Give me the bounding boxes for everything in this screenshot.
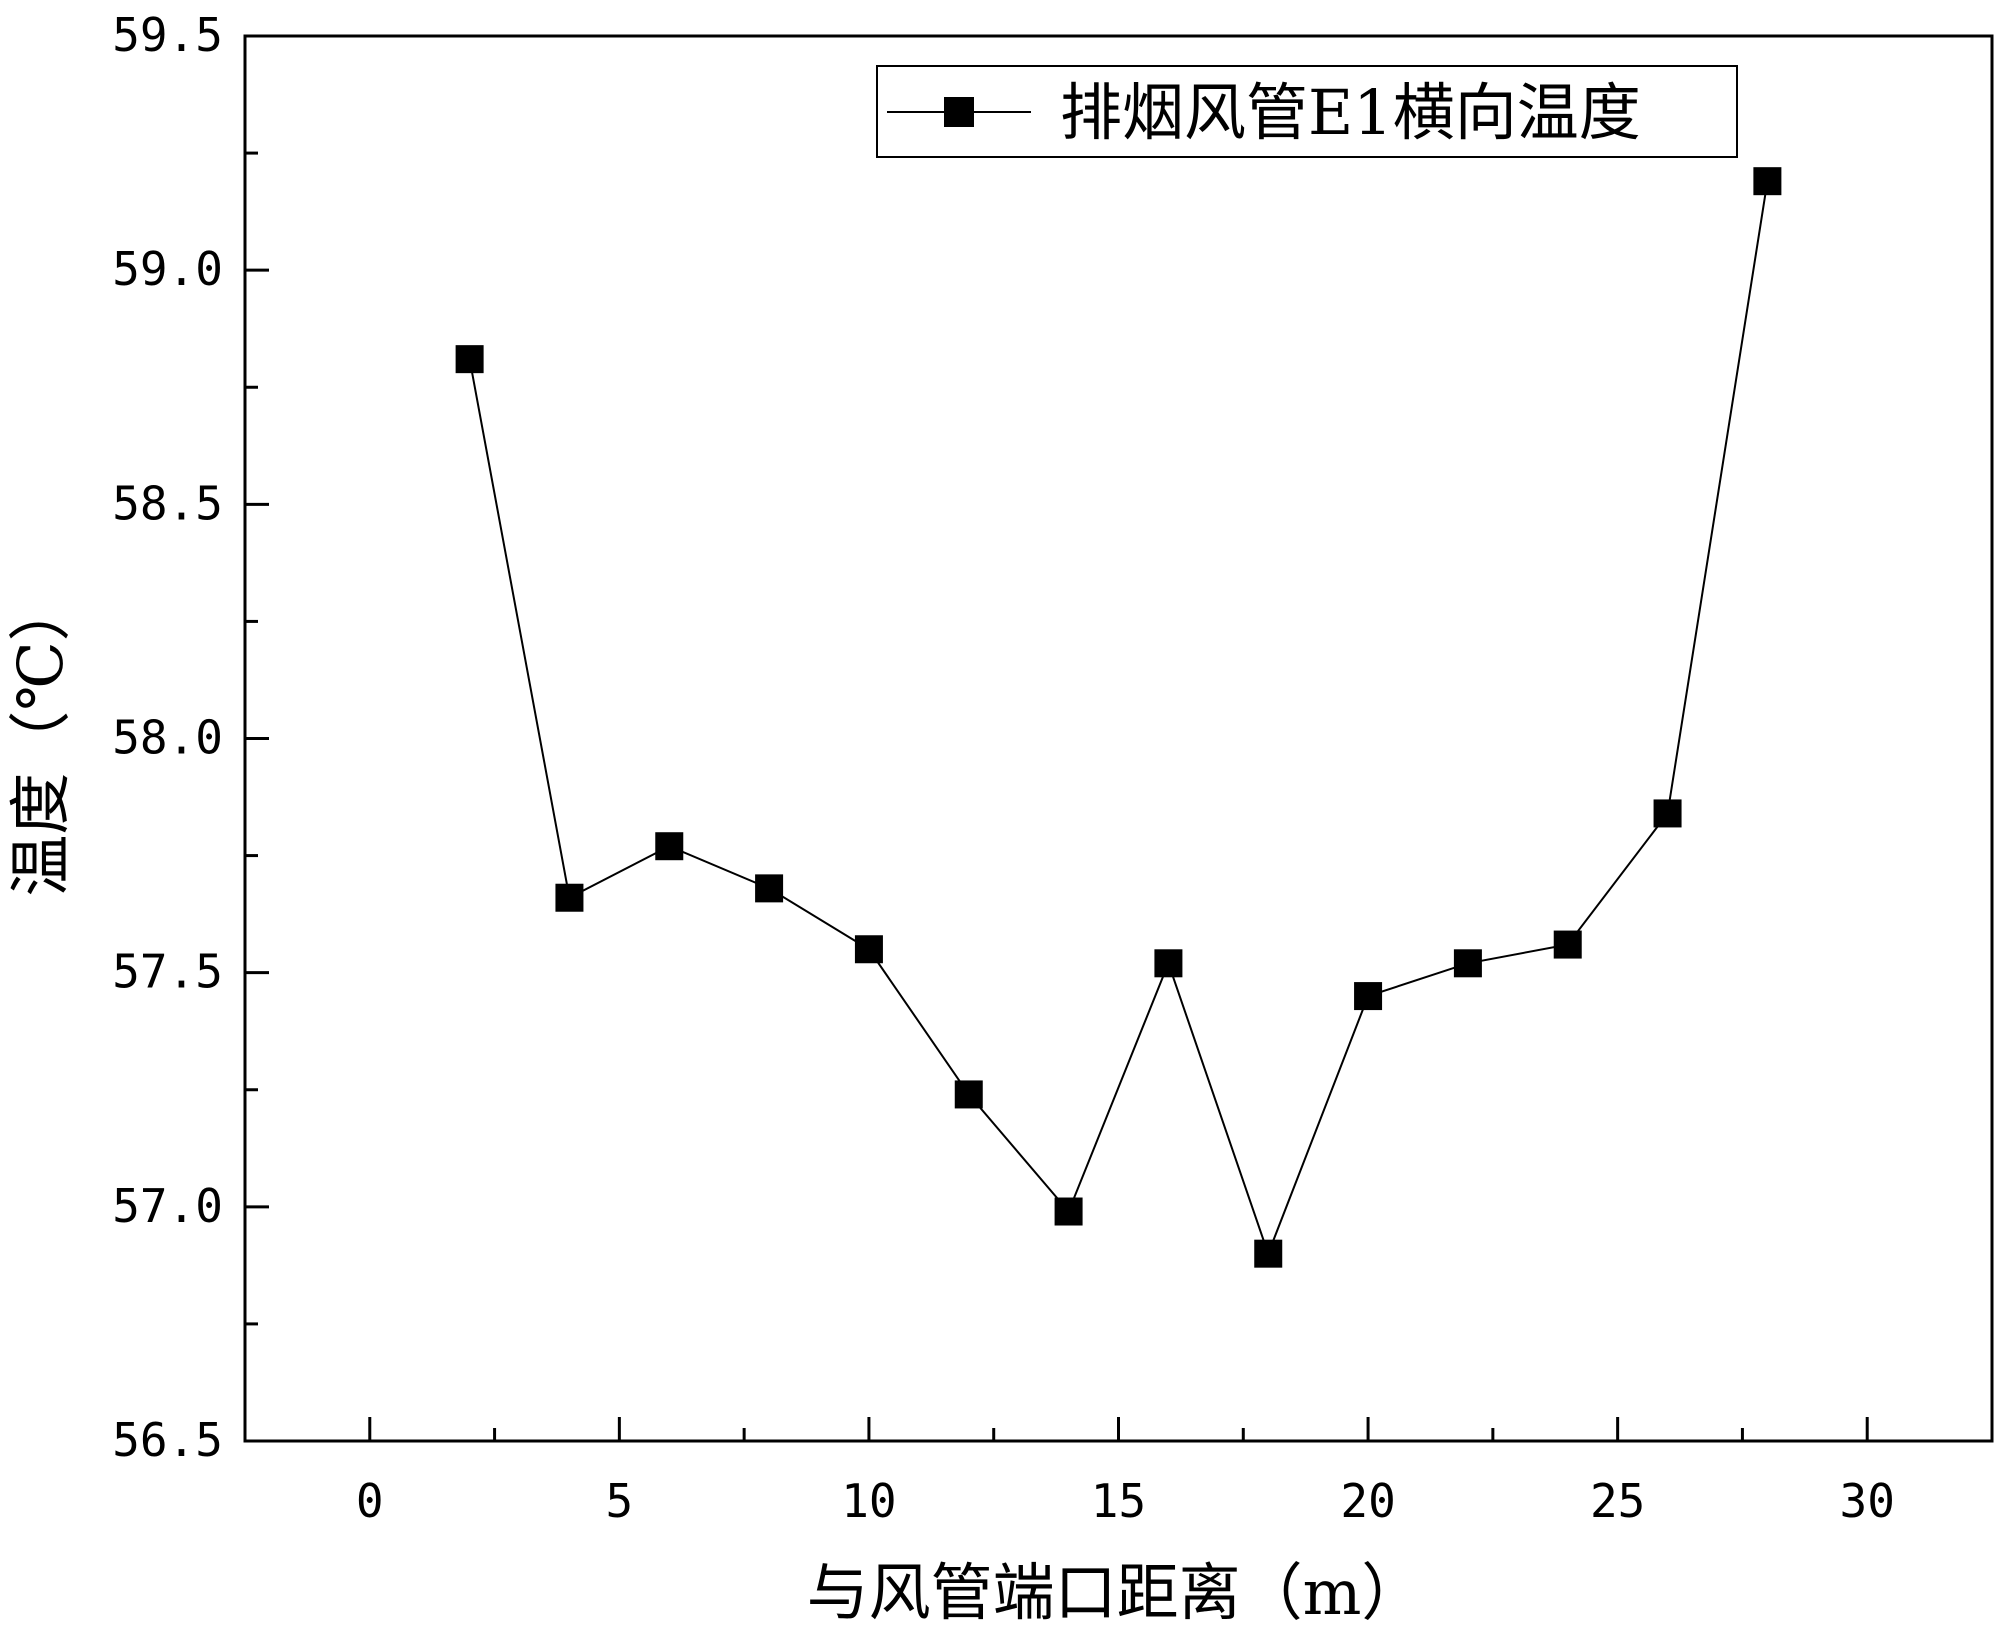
x-axis-title: 与风管端口距离（m） [807, 1556, 1424, 1629]
legend-label: 排烟风管E1横向温度 [1060, 76, 1641, 149]
x-axis-ticks: 0 5 10 15 20 25 30 [356, 1417, 1895, 1528]
data-point [854, 935, 883, 964]
data-point [1653, 799, 1682, 828]
data-point [1154, 949, 1183, 978]
legend-marker [944, 97, 974, 127]
x-tick-label: 10 [841, 1474, 896, 1528]
data-point [455, 345, 484, 374]
plot-frame [243, 34, 1994, 1443]
y-axis-ticks: 56.5 57.0 57.5 58.0 58.5 59.0 59.5 [112, 8, 269, 1467]
data-point [1553, 930, 1582, 959]
y-tick-label: 58.0 [112, 711, 223, 765]
y-tick-label: 59.0 [112, 242, 223, 296]
x-tick-label: 5 [606, 1474, 634, 1528]
data-point [1753, 167, 1782, 196]
legend: 排烟风管E1横向温度 [876, 65, 1738, 158]
x-tick-label: 20 [1340, 1474, 1395, 1528]
data-point [1354, 982, 1383, 1011]
data-point [954, 1080, 983, 1109]
data-point [655, 832, 684, 861]
y-tick-label: 58.5 [112, 476, 223, 530]
series-line [468, 181, 1769, 1257]
y-tick-label: 56.5 [112, 1413, 223, 1467]
x-tick-label: 25 [1590, 1474, 1645, 1528]
data-point [1254, 1239, 1283, 1268]
data-point [1453, 949, 1482, 978]
y-tick-label: 57.0 [112, 1179, 223, 1233]
y-tick-label: 59.5 [112, 8, 223, 62]
x-tick-label: 0 [356, 1474, 384, 1528]
y-tick-label: 57.5 [112, 945, 223, 999]
data-point [755, 874, 784, 903]
x-tick-label: 15 [1091, 1474, 1146, 1528]
y-axis-title: 温度（℃） [4, 579, 77, 896]
data-point [1054, 1197, 1083, 1226]
x-tick-label: 30 [1840, 1474, 1895, 1528]
data-point [555, 883, 584, 912]
series-layer [455, 167, 1782, 1268]
